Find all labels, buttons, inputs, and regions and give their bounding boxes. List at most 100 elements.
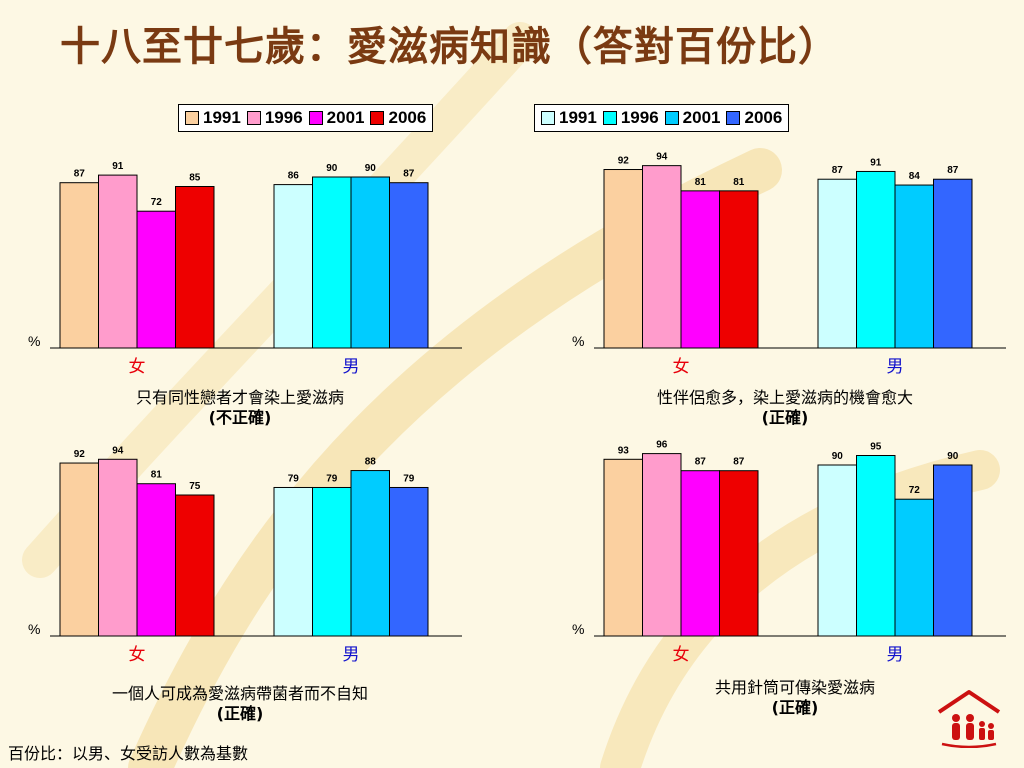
chart-caption-2: 性伴侶愈多，染上愛滋病的機會愈大 (正確) [600,388,970,428]
legend-swatch [726,111,741,125]
legend-label: 1996 [264,108,303,127]
bar-female-1996 [98,174,138,349]
category-label: 男 [343,645,360,665]
caption-text: 共用針筒可傳染愛滋病 [714,678,875,697]
family-logo-icon [937,690,1001,748]
bar-value-label: 93 [618,445,630,456]
legend-swatch [185,111,199,125]
bar-female-1996 [642,165,682,349]
chart-panel-3: % 92 94 81 75 女 79 79 88 79 男 [28,445,462,665]
bar-value-label: 87 [733,457,745,468]
legend-item: 2006 [370,108,426,128]
bar-male-2001 [350,176,390,349]
legend-label: 2001 [682,108,721,127]
legend-swatch [602,111,617,125]
legend-item: 1991 [541,108,597,128]
legend-item: 1991 [185,108,241,128]
bar-male-2001 [894,498,934,637]
bar-female-2001 [136,210,176,349]
bar-value-label: 84 [909,171,921,182]
legend-label: 2001 [326,108,365,127]
bar-value-label: 91 [112,161,124,172]
chart-panel-2: % 92 94 81 81 女 87 91 84 87 男 [572,152,1006,377]
bar-value-label: 86 [288,171,300,182]
caption-note: (正確) [771,698,819,717]
bar-value-label: 94 [656,152,668,163]
legend-label: 2006 [744,108,783,127]
chart-panel-4: % 93 96 87 87 女 90 95 72 90 男 [572,440,1006,665]
y-axis-label: % [28,621,40,637]
caption-note: (不正確) [208,408,272,427]
bar-male-2001 [894,184,934,349]
bar-male-1996 [312,176,352,349]
legend-label: 1996 [620,108,659,127]
legend-swatch [541,111,555,125]
bar-value-label: 95 [870,442,882,453]
chart-caption-1: 只有同性戀者才會染上愛滋病 (不正確) [80,388,400,428]
legend-swatch [664,111,679,125]
bar-value-label: 72 [151,197,163,208]
bar-female-2006 [719,470,759,637]
caption-note: (正確) [216,704,264,723]
legend-female: 1991 1996 2001 2006 [178,104,434,132]
bar-value-label: 90 [947,451,959,462]
bar-male-2001 [350,470,390,637]
bar-value-label: 79 [326,473,338,484]
legend-item: 2006 [726,108,782,128]
bar-value-label: 85 [189,173,201,184]
bar-female-1991 [59,182,99,349]
bar-female-1991 [603,169,643,349]
caption-text: 性伴侶愈多，染上愛滋病的機會愈大 [656,388,913,407]
legend-item: 2001 [308,108,365,128]
bar-value-label: 90 [365,163,377,174]
bar-value-label: 87 [74,169,86,180]
legend-item: 2001 [664,108,721,128]
category-label: 男 [887,357,904,377]
bar-value-label: 87 [695,457,707,468]
chart-caption-3: 一個人可成為愛滋病帶菌者而不自知 (正確) [70,684,410,724]
footnote: 百份比：以男、女受訪人數為基數 [8,744,249,763]
y-axis-label: % [28,333,40,349]
y-axis-label: % [572,333,584,349]
legend-label: 2006 [388,108,427,127]
legend-item: 1996 [246,108,303,128]
legend-label: 1991 [559,108,597,127]
bar-male-1991 [273,184,313,349]
legend-label: 1991 [203,108,241,127]
category-label: 男 [343,357,360,377]
legend-swatch [246,111,261,125]
bar-value-label: 79 [403,473,415,484]
caption-text: 只有同性戀者才會染上愛滋病 [135,388,344,407]
bar-female-2001 [136,483,176,637]
bar-value-label: 81 [695,177,707,188]
bar-value-label: 87 [403,169,415,180]
category-label: 女 [673,645,690,665]
bar-male-2006 [389,486,429,637]
category-label: 男 [887,645,904,665]
bar-female-2006 [175,494,215,637]
bar-female-2001 [680,190,720,349]
bar-male-1996 [856,170,896,349]
bar-male-1996 [312,486,352,637]
legend-item: 1996 [602,108,659,128]
bar-value-label: 90 [326,163,338,174]
category-label: 女 [129,357,146,377]
bar-female-1991 [59,462,99,637]
bar-value-label: 94 [112,445,124,456]
bar-value-label: 87 [947,165,959,176]
bar-male-2006 [933,464,973,637]
chart-panel-1: % 87 91 72 85 女 86 90 90 87 男 [28,161,462,377]
bar-male-1991 [817,464,857,637]
bar-male-2006 [933,178,973,349]
bar-value-label: 91 [870,157,882,168]
bar-female-1991 [603,458,643,637]
bar-value-label: 81 [151,470,163,481]
bar-value-label: 81 [733,177,745,188]
bar-value-label: 92 [74,449,86,460]
bar-male-2006 [389,182,429,349]
bar-male-1991 [817,178,857,349]
bar-value-label: 92 [618,156,630,167]
y-axis-label: % [572,621,584,637]
category-label: 女 [673,357,690,377]
bar-value-label: 79 [288,473,300,484]
